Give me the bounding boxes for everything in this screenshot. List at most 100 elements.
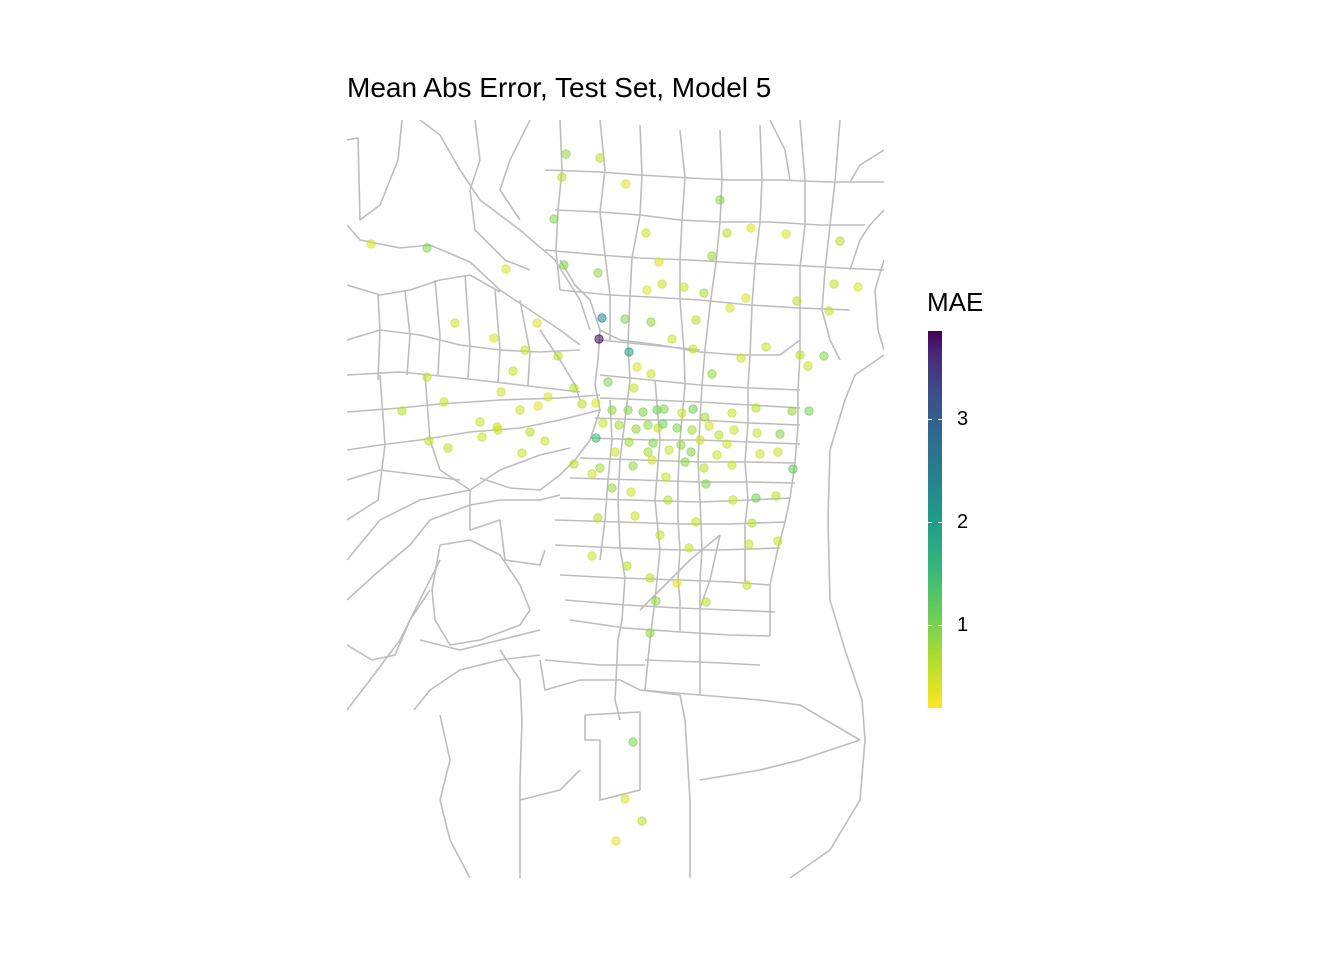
mae-point xyxy=(515,405,525,415)
mae-point xyxy=(569,459,579,469)
colorbar-tick-label: 1 xyxy=(957,614,969,637)
mae-point xyxy=(751,493,761,503)
mae-point xyxy=(638,407,648,417)
mae-point xyxy=(795,350,805,360)
mae-point xyxy=(543,392,553,402)
mae-point xyxy=(744,539,754,549)
mae-point xyxy=(598,418,608,428)
mae-point xyxy=(725,303,735,313)
mae-point xyxy=(648,438,658,448)
mae-point xyxy=(591,433,601,443)
mae-point xyxy=(803,361,813,371)
mae-point xyxy=(691,517,701,527)
mae-point xyxy=(439,397,449,407)
mae-point xyxy=(645,628,655,638)
mae-point xyxy=(553,351,563,361)
mae-point xyxy=(397,406,407,416)
mae-point xyxy=(561,149,571,159)
mae-point xyxy=(637,816,647,826)
mae-point xyxy=(695,435,705,445)
mae-point xyxy=(643,447,653,457)
mae-point xyxy=(620,314,630,324)
mae-point xyxy=(701,479,711,489)
colorbar-tick-mark xyxy=(938,522,942,524)
mae-point xyxy=(704,421,714,431)
mae-point xyxy=(787,406,797,416)
mae-point xyxy=(751,403,761,413)
mae-point xyxy=(595,153,605,163)
colorbar-tick-mark xyxy=(938,418,942,420)
mae-point xyxy=(722,228,732,238)
mae-point xyxy=(626,487,636,497)
mae-point xyxy=(366,239,376,249)
mae-point xyxy=(632,362,642,372)
mae-point xyxy=(658,419,668,429)
mae-point xyxy=(614,420,624,430)
mae-point xyxy=(629,383,639,393)
mae-point xyxy=(624,347,634,357)
mae-point xyxy=(699,288,709,298)
mae-point xyxy=(707,369,717,379)
mae-point xyxy=(829,279,839,289)
mae-point xyxy=(422,243,432,253)
mae-point xyxy=(424,436,434,446)
mae-point xyxy=(624,437,634,447)
mae-point xyxy=(775,429,785,439)
mae-point xyxy=(727,460,737,470)
mae-point xyxy=(672,578,682,588)
mae-point xyxy=(781,229,791,239)
mae-point xyxy=(714,430,724,440)
mae-point xyxy=(736,353,746,363)
mae-point xyxy=(422,372,432,382)
mae-point xyxy=(623,405,633,415)
mae-point xyxy=(501,264,511,274)
mae-point xyxy=(773,536,783,546)
mae-point xyxy=(819,351,829,361)
mae-point xyxy=(680,457,690,467)
mae-point xyxy=(620,794,630,804)
mae-point xyxy=(493,425,503,435)
mae-point xyxy=(691,315,701,325)
mae-point xyxy=(628,737,638,747)
mae-point xyxy=(688,404,698,414)
mae-point xyxy=(610,447,620,457)
mae-point xyxy=(646,369,656,379)
mae-point xyxy=(687,425,697,435)
mae-point xyxy=(477,432,487,442)
mae-point xyxy=(655,530,665,540)
mae-point xyxy=(622,561,632,571)
mae-point xyxy=(712,450,722,460)
mae-point xyxy=(722,439,732,449)
mae-point xyxy=(591,398,601,408)
colorbar xyxy=(928,331,942,708)
mae-point xyxy=(642,285,652,295)
mae-point xyxy=(630,511,640,521)
plot-title: Mean Abs Error, Test Set, Model 5 xyxy=(347,72,772,103)
mae-point xyxy=(450,318,460,328)
mae-point xyxy=(475,417,485,427)
mae-point xyxy=(688,344,698,354)
mae-point xyxy=(597,313,607,323)
mae-point xyxy=(654,257,664,267)
mae-point xyxy=(824,306,834,316)
mae-point xyxy=(676,440,686,450)
colorbar-tick-mark xyxy=(938,625,942,627)
mae-point xyxy=(651,596,661,606)
mae-point xyxy=(533,401,543,411)
mae-point xyxy=(773,447,783,457)
mae-point xyxy=(569,383,579,393)
legend-title: MAE xyxy=(927,287,984,317)
mae-point xyxy=(804,406,814,416)
mae-point xyxy=(520,345,530,355)
mae-point xyxy=(701,597,711,607)
colorbar-tick-mark xyxy=(928,418,932,420)
mae-point xyxy=(607,483,617,493)
mae-point xyxy=(587,551,597,561)
mae-point xyxy=(593,268,603,278)
mae-point xyxy=(621,179,631,189)
mae-point xyxy=(672,423,682,433)
mae-point xyxy=(496,387,506,397)
mae-point xyxy=(611,836,621,846)
mae-point xyxy=(667,334,677,344)
